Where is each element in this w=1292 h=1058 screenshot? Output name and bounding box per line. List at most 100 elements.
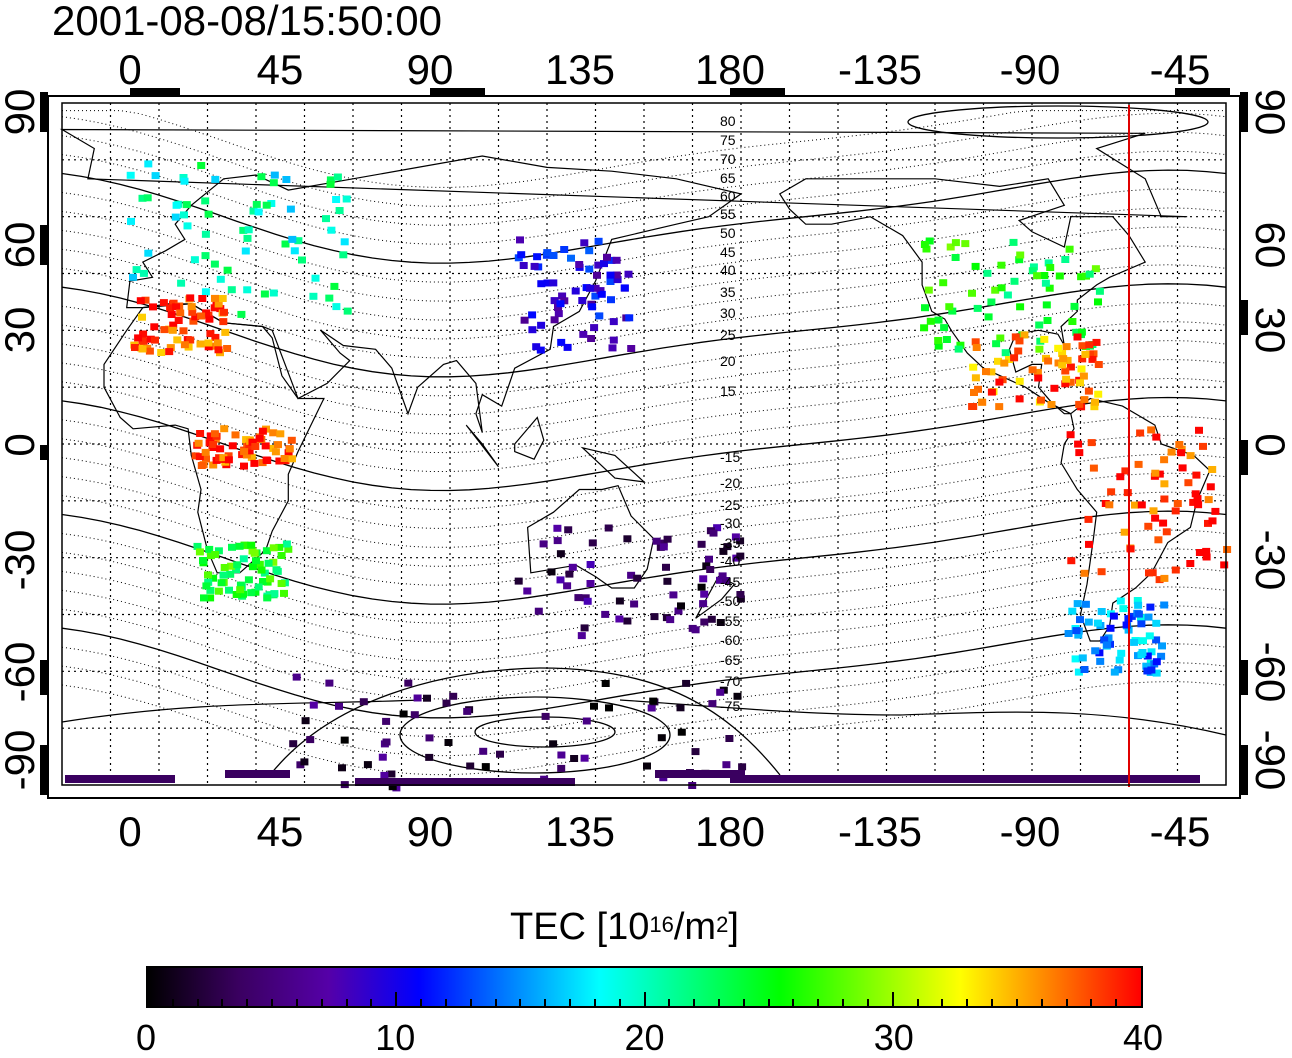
tec-cell xyxy=(425,734,434,742)
colorbar-tick xyxy=(444,999,447,1006)
tec-cell xyxy=(269,179,278,187)
tec-cell xyxy=(228,543,236,551)
tec-cell xyxy=(987,368,996,376)
tec-cell xyxy=(630,600,639,608)
tec-cell xyxy=(252,200,261,208)
tec-cell xyxy=(615,597,624,605)
tec-cell xyxy=(236,586,245,594)
tec-cell xyxy=(210,430,219,438)
tec-cell xyxy=(1020,331,1029,339)
tec-cell xyxy=(210,260,219,268)
tec-cell xyxy=(269,289,278,297)
tec-cell xyxy=(1040,272,1049,279)
contour-value-label: 50 xyxy=(720,225,736,241)
tec-cell xyxy=(1081,350,1090,358)
tec-cell xyxy=(1143,652,1152,660)
tec-cell xyxy=(1147,648,1156,656)
tec-cell xyxy=(1090,403,1099,411)
axis-labels: 0045459090135135180180-135-135-90-90-45-… xyxy=(0,46,1292,855)
tec-map: 0045459090135135180180-135-135-90-90-45-… xyxy=(0,46,1292,855)
tec-cell xyxy=(251,588,260,596)
tec-cell xyxy=(1091,265,1100,273)
tec-cell xyxy=(585,265,594,273)
tec-cell xyxy=(652,537,661,545)
tec-cell xyxy=(211,551,220,558)
tec-cell xyxy=(1015,256,1024,264)
tec-cell xyxy=(1066,363,1075,371)
tec-cell xyxy=(1211,507,1220,515)
tec-cell xyxy=(1151,469,1160,477)
tec-cell xyxy=(214,346,223,354)
tec-cell xyxy=(274,441,282,449)
coastline xyxy=(526,485,655,589)
axis-tick-mark xyxy=(1190,88,1230,96)
coastline xyxy=(126,155,743,433)
contour-value-label: -30 xyxy=(720,515,740,531)
colorbar-tick xyxy=(221,999,224,1006)
tec-cell xyxy=(1015,395,1024,403)
tec-cell xyxy=(194,439,203,447)
tec-cell xyxy=(920,324,929,332)
tec-cell xyxy=(219,318,228,326)
magnetic-contour xyxy=(61,359,1227,454)
tec-cell xyxy=(1160,495,1169,503)
tec-band xyxy=(355,778,575,786)
tec-cell xyxy=(994,357,1002,365)
tec-cell xyxy=(1043,317,1052,324)
tec-cell xyxy=(243,286,252,294)
magnetic-contour xyxy=(61,567,1227,662)
tec-cell xyxy=(978,398,987,406)
tec-cell xyxy=(663,577,672,585)
magnetic-contour xyxy=(61,226,1227,321)
contour-value-label: 40 xyxy=(720,262,736,278)
tec-cell xyxy=(244,226,253,234)
tec-cell xyxy=(586,561,595,568)
tec-cell xyxy=(1076,379,1084,387)
y-tick-label-left: -60 xyxy=(0,642,43,703)
tec-cell xyxy=(1189,498,1198,506)
axis-tick-mark xyxy=(130,88,180,96)
tec-cell xyxy=(204,343,213,351)
tec-cell xyxy=(481,763,490,771)
tec-cell xyxy=(537,321,546,329)
tec-cell xyxy=(1089,464,1098,472)
tec-cell xyxy=(1107,488,1116,496)
tec-cell xyxy=(647,704,656,712)
tec-cell xyxy=(275,457,284,465)
colorbar-tick xyxy=(246,999,249,1006)
y-tick-label-left: 90 xyxy=(0,89,43,136)
tec-cell xyxy=(627,571,636,579)
tec-cell xyxy=(211,175,220,183)
colorbar-tick xyxy=(593,999,596,1006)
tec-cell xyxy=(144,249,153,257)
tec-cell xyxy=(423,694,431,702)
tec-cell xyxy=(1077,365,1086,373)
tec-cell xyxy=(378,753,387,761)
tec-cell xyxy=(340,238,349,246)
y-tick-label-left: 0 xyxy=(0,433,43,456)
tec-cell xyxy=(1123,489,1132,497)
tec-cell xyxy=(269,429,278,437)
tec-cell xyxy=(139,269,148,277)
tec-cell xyxy=(1171,507,1180,515)
colorbar-tick-label: 0 xyxy=(135,1017,157,1058)
tec-cell xyxy=(607,256,616,264)
tec-cell xyxy=(563,343,572,351)
tec-cell xyxy=(1045,284,1054,292)
tec-cell xyxy=(174,317,183,324)
tec-cell xyxy=(613,276,622,284)
tec-cell xyxy=(934,337,943,344)
tec-cell xyxy=(146,335,155,343)
tec-cell xyxy=(179,327,188,335)
tec-cell xyxy=(248,438,257,446)
magnetic-contour xyxy=(61,207,1227,302)
tec-cell xyxy=(342,195,351,203)
tec-cell xyxy=(177,279,186,287)
tec-cell xyxy=(150,323,159,331)
tec-cell xyxy=(1126,545,1135,553)
tec-cell xyxy=(1076,616,1084,624)
magnetic-contour xyxy=(61,491,1227,586)
magnetic-contour xyxy=(61,472,1227,567)
tec-cell xyxy=(240,448,249,456)
axis-tick-mark xyxy=(1240,660,1248,695)
